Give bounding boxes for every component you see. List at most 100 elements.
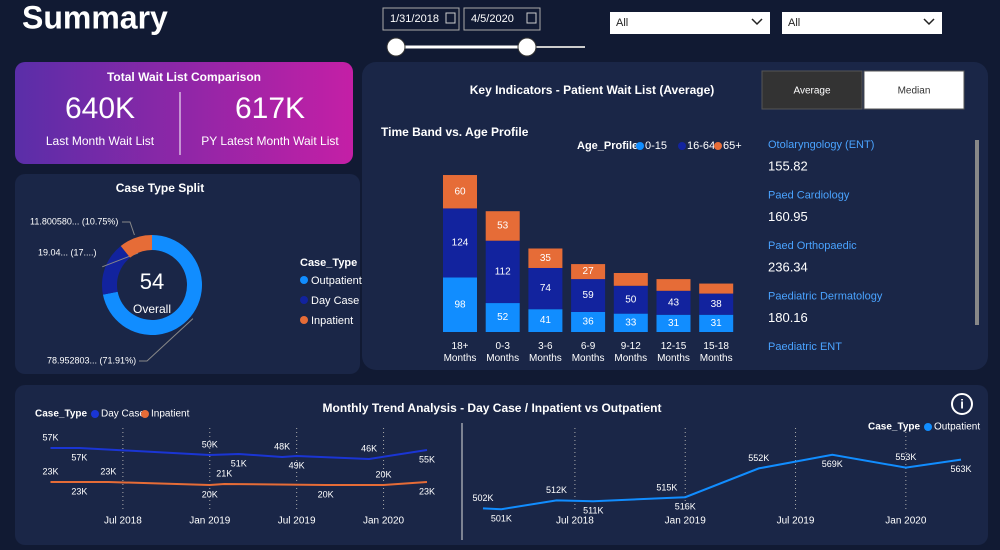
donut-slice — [102, 235, 202, 335]
bar-label: 74 — [540, 283, 552, 294]
legend-dot — [300, 316, 308, 324]
info-icon-glyph[interactable]: i — [960, 396, 964, 411]
bar-label: 59 — [583, 290, 595, 301]
date-to-box[interactable] — [463, 7, 541, 31]
bar-label: 35 — [540, 253, 552, 264]
indicator-value: 180.16 — [768, 310, 808, 325]
data-label: 23K — [71, 486, 87, 496]
x-tick-label: Jan 2020 — [363, 516, 405, 527]
bar-label: 53 — [497, 221, 509, 232]
donut-slice — [120, 235, 152, 258]
filter-value[interactable]: All — [616, 17, 628, 29]
leader-line — [122, 221, 135, 236]
bar-segment — [656, 290, 691, 315]
data-label: 501K — [491, 514, 512, 524]
bar-label: 27 — [583, 266, 595, 277]
data-label: 46K — [361, 443, 377, 453]
filter-value[interactable]: All — [788, 17, 800, 29]
filter-box[interactable] — [610, 12, 770, 34]
bar-label: 31 — [668, 318, 680, 329]
x-tick-label: 18+ Months — [443, 341, 477, 364]
bar-segment — [699, 293, 734, 315]
legend-dot — [141, 410, 149, 418]
data-label: 502K — [472, 493, 493, 503]
bar-segment — [613, 313, 648, 332]
legend-dot — [300, 296, 308, 304]
bar-segment — [485, 240, 520, 304]
x-tick-label: Jul 2019 — [278, 516, 316, 527]
legend-dot — [636, 142, 644, 150]
data-label: 20K — [202, 489, 218, 499]
chevron[interactable] — [923, 18, 935, 26]
button[interactable] — [761, 70, 863, 110]
kpi-card — [15, 62, 353, 164]
bar-segment — [528, 309, 563, 332]
bar-segment — [571, 264, 606, 280]
bar-label: 50 — [625, 294, 637, 305]
x-tick-label: Jul 2019 — [777, 516, 815, 527]
data-label: 21K — [216, 468, 232, 478]
button-label[interactable]: Median — [898, 86, 931, 97]
date-from[interactable]: 1/31/2018 — [390, 13, 439, 25]
legend-label: 65+ — [723, 140, 742, 152]
bar-segment — [528, 267, 563, 310]
x-tick-label: Jul 2018 — [104, 516, 142, 527]
data-label: 516K — [675, 502, 696, 512]
bar-label: 112 — [495, 267, 511, 278]
slice-label: 78.952803... (71.91%) — [47, 355, 136, 365]
chart-title: Time Band vs. Age Profile — [381, 125, 529, 139]
bar-segment — [613, 285, 648, 314]
indicator-name: Paed Cardiology — [768, 189, 850, 201]
bar-segment — [443, 175, 477, 209]
calendar-icon[interactable] — [526, 12, 537, 24]
data-label: 20K — [318, 489, 334, 499]
slider-handle[interactable] — [386, 37, 406, 57]
bar-segment — [571, 279, 606, 312]
donut-center-label: Overall — [133, 302, 171, 316]
data-label: 57K — [71, 452, 87, 462]
page-title: Summary — [22, 0, 168, 35]
legend-dot — [714, 142, 722, 150]
bar-segment — [699, 314, 734, 332]
bar-label: 124 — [452, 238, 469, 249]
x-tick-label: 15-18 Months — [699, 341, 733, 364]
data-label: 511K — [583, 506, 603, 516]
info-icon[interactable] — [951, 393, 973, 415]
chevron[interactable] — [751, 18, 763, 26]
date-from-box[interactable] — [382, 7, 460, 31]
bar-label: 60 — [454, 186, 466, 197]
x-tick-label: 12-15 Months — [657, 341, 690, 364]
button-label[interactable]: Average — [793, 86, 831, 97]
calendar-icon[interactable] — [445, 12, 456, 24]
legend-dot — [300, 276, 308, 284]
x-tick-label: 9-12 Months — [614, 341, 648, 364]
data-label: 51K — [231, 458, 247, 468]
x-tick-label: 3-6 Months — [528, 341, 562, 364]
slice-label: 19.04... (17....) — [38, 247, 97, 257]
x-tick-label: 0-3 Months — [486, 341, 520, 364]
x-tick-label: Jan 2019 — [665, 516, 707, 527]
kpi-value: 617K — [235, 92, 305, 125]
data-label: 515K — [656, 482, 677, 492]
indicator-name: Otolaryngology (ENT) — [768, 139, 874, 151]
legend-label: Inpatient — [311, 315, 353, 327]
legend-title: Case_Type — [868, 422, 921, 433]
data-label: 23K — [419, 486, 435, 496]
button[interactable] — [863, 70, 965, 110]
indicator-value: 160.95 — [768, 209, 808, 224]
date-to[interactable]: 4/5/2020 — [471, 13, 514, 25]
x-tick-label: Jan 2019 — [189, 516, 231, 527]
leader-line — [139, 318, 194, 362]
data-label: 57K — [42, 432, 58, 442]
bar-segment — [613, 272, 648, 286]
slider-handle[interactable] — [517, 37, 537, 57]
panel-title: Key Indicators - Patient Wait List (Aver… — [470, 83, 715, 97]
bar-label: 38 — [711, 299, 723, 310]
data-label: 553K — [895, 452, 916, 462]
legend-label: 16-64 — [687, 140, 715, 152]
bar-segment — [571, 311, 606, 332]
legend-label: Day Case — [101, 409, 145, 420]
filter-box[interactable] — [782, 12, 942, 34]
